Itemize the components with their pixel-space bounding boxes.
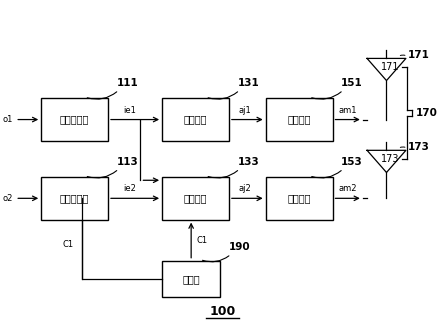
Bar	[162, 261, 220, 297]
Bar	[41, 177, 108, 220]
Text: 173: 173	[408, 142, 429, 152]
Text: C1: C1	[197, 236, 208, 246]
Text: 170: 170	[416, 108, 438, 118]
Text: 111: 111	[117, 78, 139, 88]
Bar	[162, 177, 229, 220]
Bar	[266, 98, 333, 141]
Text: 放大电路: 放大电路	[287, 193, 311, 203]
Text: ie1: ie1	[123, 106, 136, 115]
Text: o2: o2	[3, 194, 13, 203]
Text: 171: 171	[408, 50, 429, 60]
Text: am2: am2	[338, 184, 357, 193]
Text: ie2: ie2	[123, 184, 136, 193]
Text: 151: 151	[341, 78, 363, 88]
Text: C1: C1	[63, 240, 74, 249]
Text: aj1: aj1	[238, 106, 251, 115]
Text: 113: 113	[117, 157, 139, 167]
Text: 放大电路: 放大电路	[287, 115, 311, 124]
Text: 190: 190	[229, 243, 250, 253]
Text: aj2: aj2	[238, 184, 251, 193]
Bar	[162, 98, 229, 141]
Text: 光电转换器: 光电转换器	[60, 115, 89, 124]
Bar	[266, 177, 333, 220]
Text: 171: 171	[381, 62, 400, 72]
Text: o1: o1	[3, 115, 13, 124]
Text: 131: 131	[238, 78, 259, 88]
Text: 173: 173	[381, 154, 400, 164]
Text: 光电转换器: 光电转换器	[60, 193, 89, 203]
Text: 调整电路: 调整电路	[184, 193, 207, 203]
Bar	[41, 98, 108, 141]
Text: 控制器: 控制器	[182, 274, 200, 284]
Text: 133: 133	[238, 157, 259, 167]
Text: 153: 153	[341, 157, 363, 167]
Text: am1: am1	[338, 106, 357, 115]
Text: 100: 100	[209, 305, 236, 318]
Text: 调整电路: 调整电路	[184, 115, 207, 124]
